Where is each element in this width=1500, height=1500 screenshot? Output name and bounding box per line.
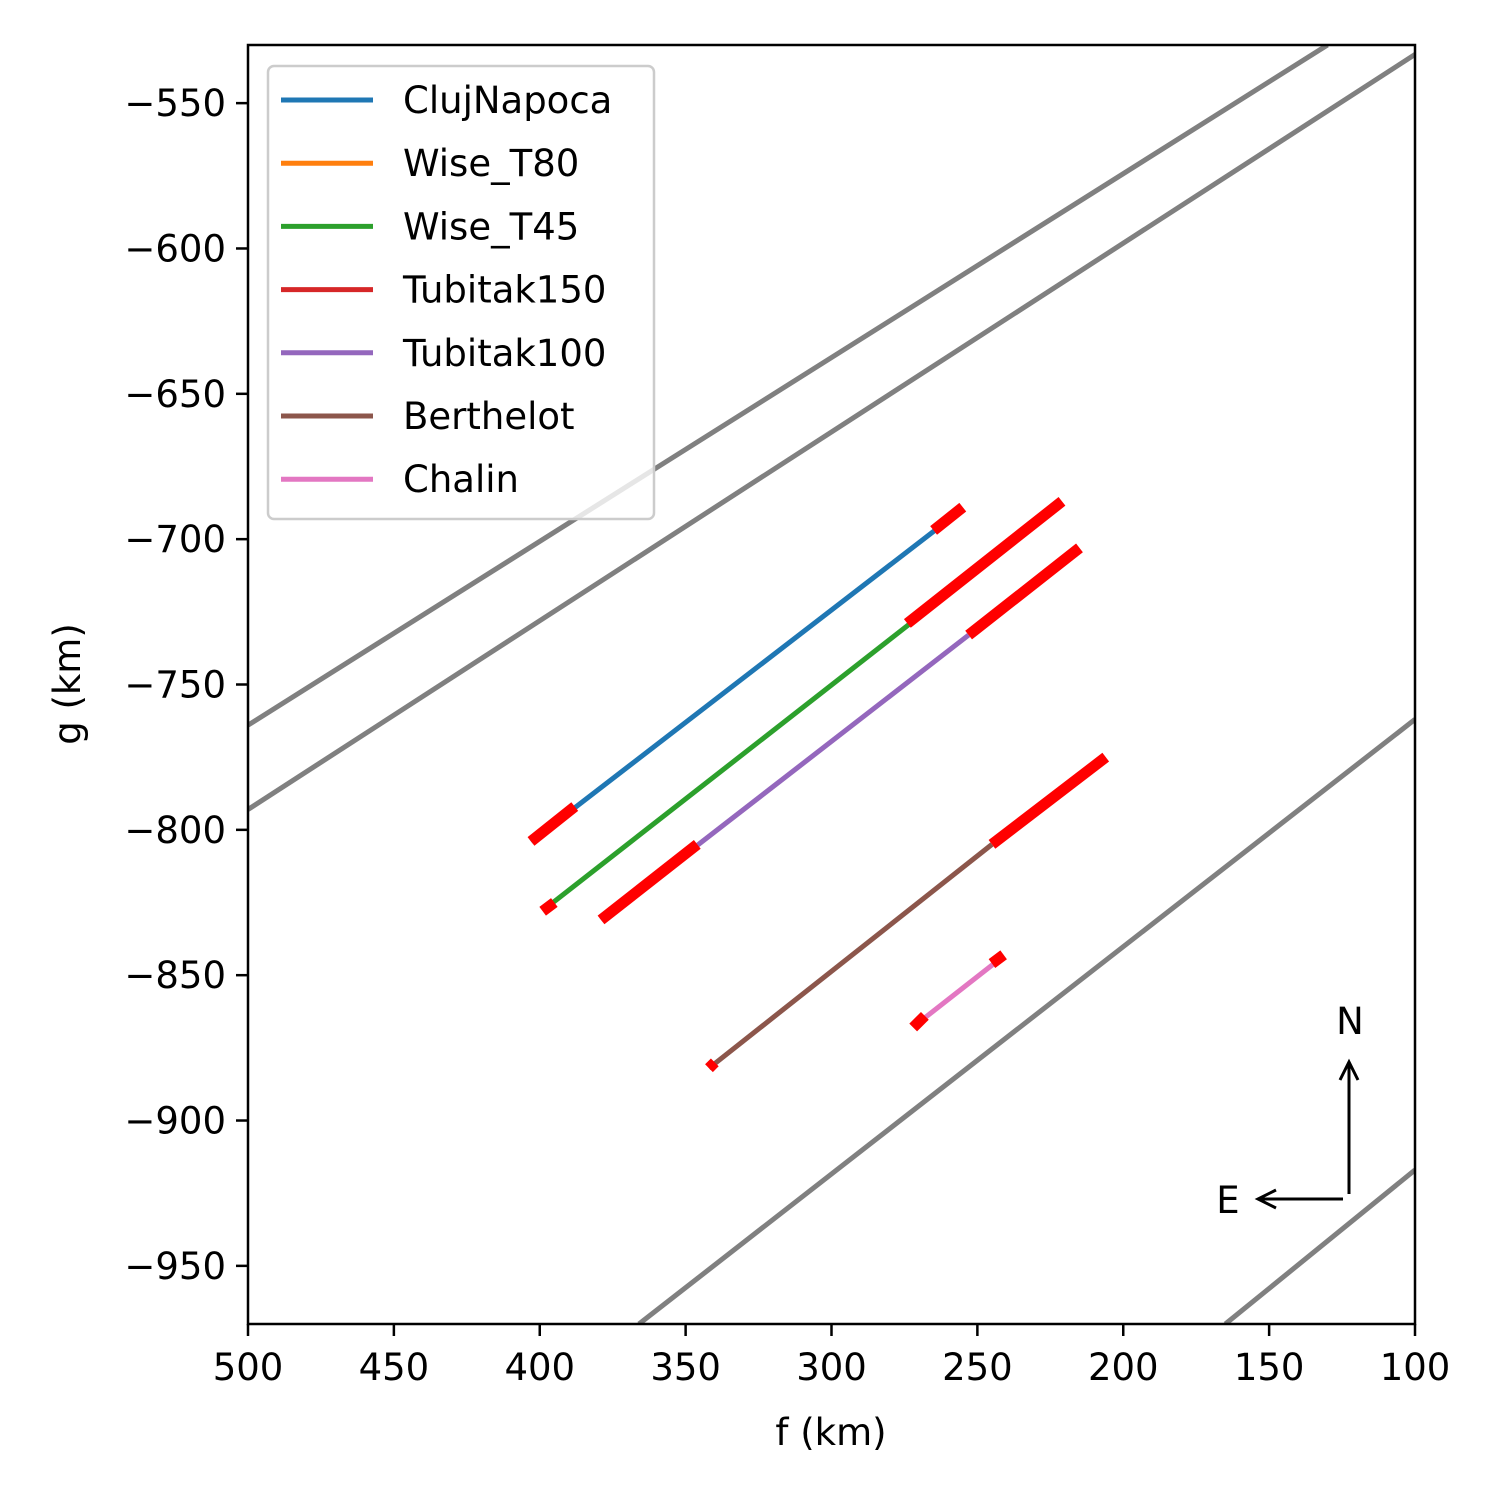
legend-label: Wise_T80 bbox=[403, 142, 579, 185]
y-tick-label: −850 bbox=[124, 954, 226, 997]
x-tick-label: 450 bbox=[359, 1346, 430, 1389]
highlight-tubitak100-1 bbox=[597, 840, 701, 925]
east-arrow-head bbox=[1254, 1188, 1277, 1210]
y-tick-label: −550 bbox=[124, 82, 226, 125]
legend-label: Tubitak150 bbox=[402, 269, 606, 312]
highlight-wise-t45-2 bbox=[903, 497, 1066, 628]
legend-label: Chalin bbox=[403, 458, 519, 501]
highlight-chalin-2 bbox=[988, 950, 1007, 968]
highlight-berthelot-2 bbox=[988, 752, 1110, 849]
y-tick-label: −900 bbox=[124, 1100, 226, 1143]
y-axis: −550 −600 −650 −700 −750 −800 −850 −900 −950 bbox=[124, 82, 248, 1288]
x-tick-label: 150 bbox=[1234, 1346, 1305, 1389]
legend-label: Berthelot bbox=[403, 395, 575, 438]
series-line-berthelot bbox=[707, 842, 994, 1071]
legend-label: ClujNapoca bbox=[403, 79, 612, 122]
north-arrow-head bbox=[1338, 1058, 1360, 1081]
highlight-chalin-1 bbox=[909, 1011, 929, 1032]
highlight-tubitak100-2 bbox=[965, 543, 1083, 640]
x-tick-label: 300 bbox=[796, 1346, 867, 1389]
reference-lines bbox=[248, 45, 1415, 1324]
x-tick-label: 250 bbox=[942, 1346, 1013, 1389]
legend-label: Wise_T45 bbox=[403, 205, 579, 248]
y-axis-label: g (km) bbox=[46, 623, 89, 745]
x-tick-label: 400 bbox=[504, 1346, 575, 1389]
reference-line-3 bbox=[637, 717, 1415, 1324]
y-tick-label: −700 bbox=[124, 518, 226, 561]
legend: ClujNapoca Wise_T80 Wise_T45 Tubitak150 Tubi… bbox=[266, 64, 656, 521]
y-tick-label: −800 bbox=[124, 809, 226, 852]
highlight-segments bbox=[527, 497, 1110, 1073]
reference-line-1 bbox=[248, 45, 1329, 728]
series-line-wise-t45 bbox=[544, 621, 912, 911]
y-tick-label: −650 bbox=[124, 373, 226, 416]
legend-box bbox=[266, 64, 656, 521]
east-label: E bbox=[1216, 1179, 1239, 1222]
x-tick-label: 350 bbox=[650, 1346, 721, 1389]
y-tick-label: −950 bbox=[124, 1245, 226, 1288]
x-tick-label: 200 bbox=[1088, 1346, 1159, 1389]
north-label: N bbox=[1336, 1000, 1364, 1043]
x-axis: 500 450 400 350 300 250 200 150 100 bbox=[213, 1324, 1451, 1389]
x-tick-label: 100 bbox=[1380, 1346, 1451, 1389]
legend-label: Tubitak100 bbox=[402, 332, 606, 375]
highlight-clujnapoca-1 bbox=[527, 802, 579, 846]
reference-line-4 bbox=[1223, 1167, 1415, 1324]
series-line-clujnapoca bbox=[529, 522, 944, 844]
highlight-wise-t45-1 bbox=[539, 898, 558, 916]
series-line-chalin bbox=[914, 958, 1000, 1027]
y-tick-label: −750 bbox=[124, 664, 226, 707]
highlight-berthelot-1 bbox=[705, 1058, 719, 1073]
x-axis-label: f (km) bbox=[775, 1411, 886, 1454]
reference-line-2 bbox=[248, 51, 1415, 812]
x-tick-label: 500 bbox=[213, 1346, 284, 1389]
y-tick-label: −600 bbox=[124, 227, 226, 270]
compass: N E bbox=[1216, 1000, 1364, 1222]
highlight-clujnapoca-2 bbox=[930, 502, 967, 535]
